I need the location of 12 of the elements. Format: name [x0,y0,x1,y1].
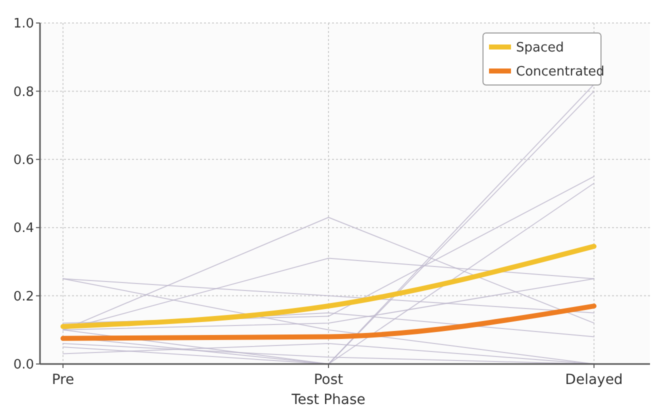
x-axis-title: Test Phase [290,392,366,408]
y-tick-label: 0.0 [13,358,34,373]
y-tick-label: 1.0 [13,16,34,32]
y-tick-label: 0.4 [13,221,34,236]
legend-label: Spaced [516,40,564,56]
y-tick-label: 0.2 [13,289,34,304]
y-tick-label: 0.6 [13,152,34,168]
x-tick-label: Delayed [565,372,623,388]
legend-label: Concentrated [516,64,604,80]
x-tick-label: Pre [52,372,74,388]
y-tick-label: 0.8 [13,84,34,100]
x-tick-label: Post [314,372,344,388]
